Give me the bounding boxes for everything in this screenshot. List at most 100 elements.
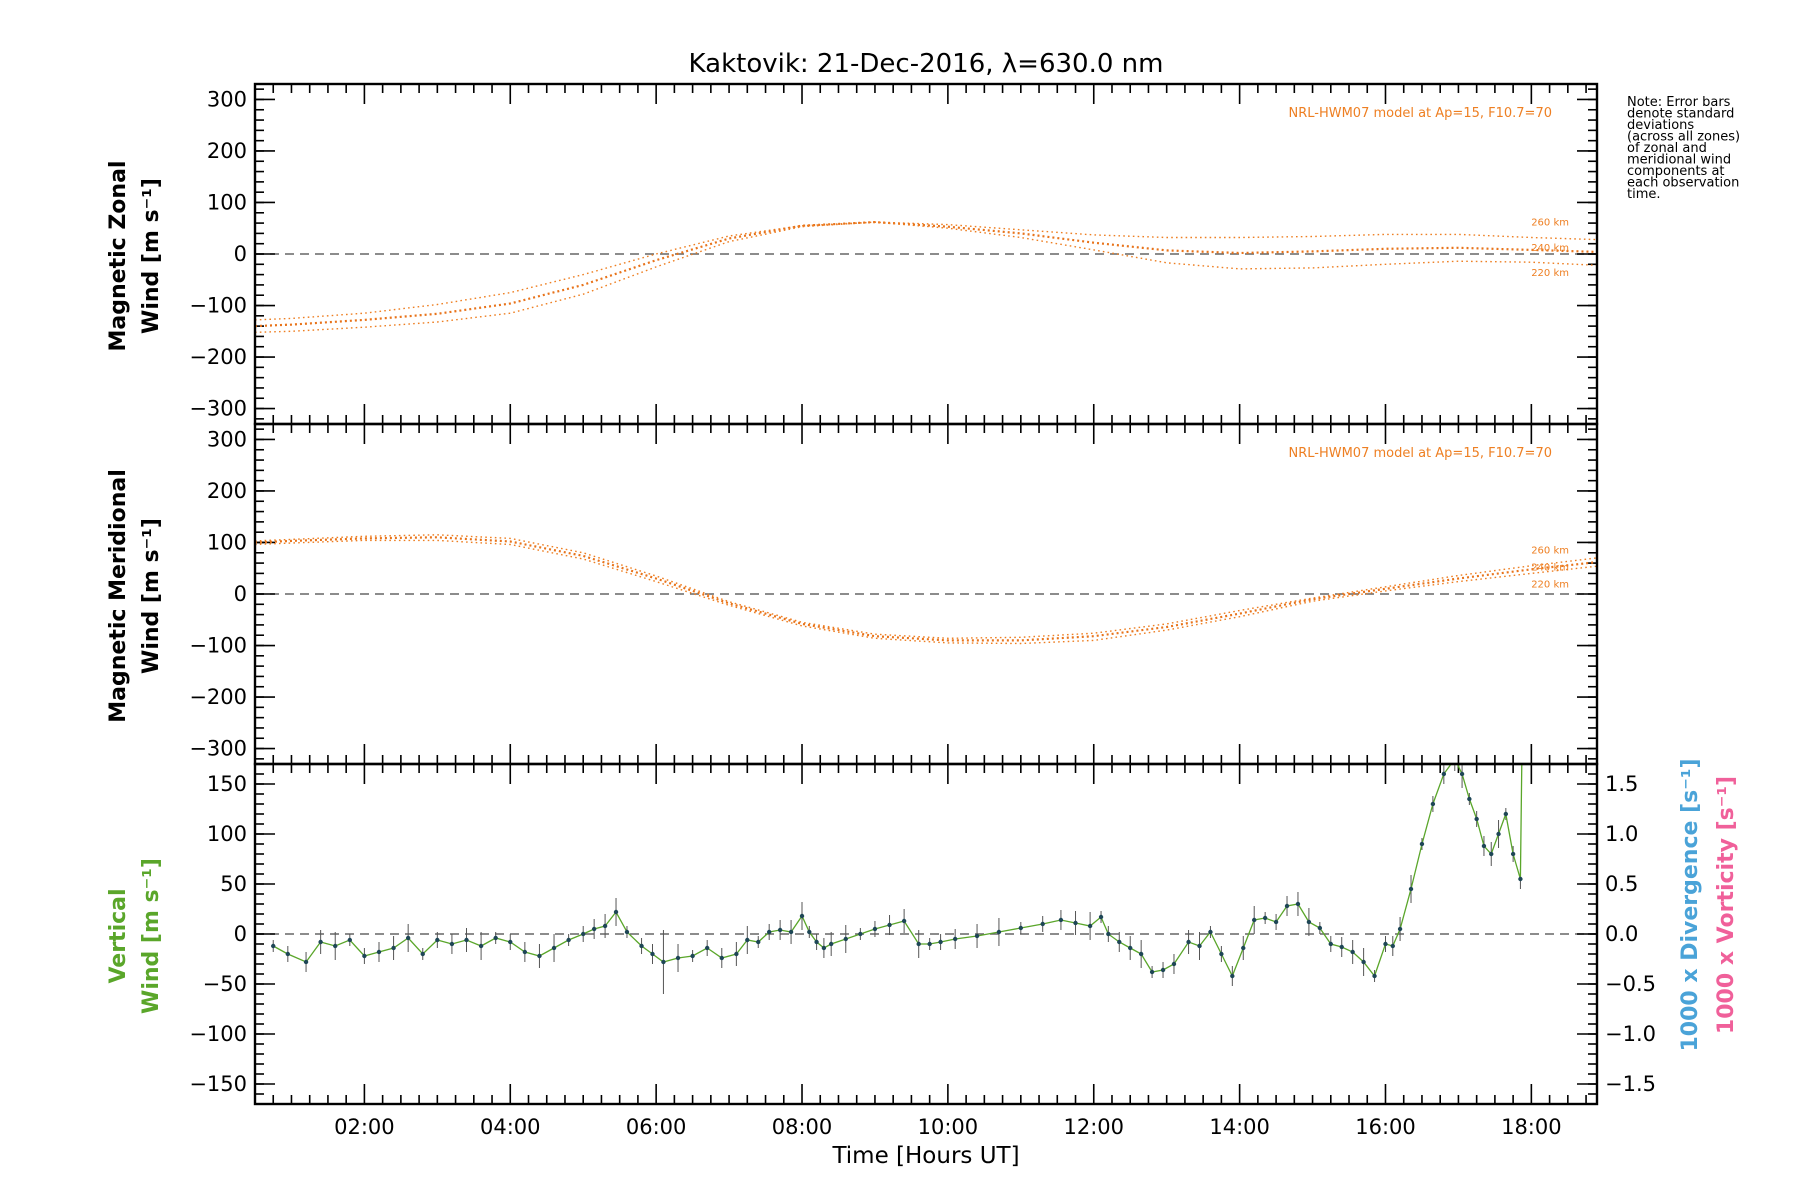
meridional-model-240-km bbox=[254, 536, 1598, 642]
zonal-altitude-label: 220 km bbox=[1531, 268, 1569, 279]
meridional-ylabel: Magnetic Meridional Wind [m s⁻¹] bbox=[106, 469, 164, 722]
vertical-wind-point bbox=[807, 929, 812, 935]
vertical-data-group bbox=[271, 752, 1524, 994]
zonal-altitude-label: 260 km bbox=[1531, 218, 1569, 229]
panel-meridional-wind: −300 −200 −100 0 100 200 300 260 km 240 km 220 km… bbox=[189, 422, 1599, 766]
meridional-y-tick-label: 300 bbox=[207, 427, 247, 451]
vertical-y-tick-label: −50 bbox=[203, 972, 247, 996]
vertical-y-tick-label: 0 bbox=[234, 922, 247, 946]
vertical-wind-point bbox=[788, 929, 794, 935]
vertical-wind-point bbox=[1058, 917, 1064, 923]
vertical-wind-line bbox=[272, 764, 1523, 978]
vertical-wind-point bbox=[376, 949, 382, 955]
vertical-wind-point bbox=[828, 941, 834, 947]
vertical-wind-point bbox=[1390, 943, 1395, 949]
vertical-y-tick-label: 100 bbox=[207, 822, 247, 846]
vertical-wind-point bbox=[650, 951, 655, 957]
zonal-y-tick-label: −200 bbox=[189, 345, 247, 369]
zonal-model-220-km bbox=[254, 221, 1598, 333]
x-tick-label: 16:00 bbox=[1355, 1115, 1416, 1139]
vertical-wind-point bbox=[435, 937, 440, 943]
note-line: components at bbox=[1627, 164, 1725, 179]
vertical-wind-point bbox=[1317, 925, 1323, 931]
vertical-wind-point bbox=[661, 959, 666, 965]
zonal-y-tick-label: −100 bbox=[189, 294, 247, 318]
x-tick-label: 10:00 bbox=[918, 1115, 979, 1139]
vertical-wind-point bbox=[566, 937, 571, 943]
note-line: meridional wind bbox=[1627, 153, 1731, 168]
vertical-wind-point bbox=[1518, 876, 1523, 882]
vertical-y-tick-label: 150 bbox=[207, 772, 247, 796]
vertical-wind-point bbox=[1197, 943, 1202, 949]
vertical-y-tick-label: −150 bbox=[189, 1072, 247, 1096]
vertical-wind-point bbox=[1453, 757, 1457, 761]
vertical-wind-point bbox=[613, 909, 619, 915]
vertical-wind-point bbox=[1098, 914, 1104, 920]
vertical-wind-point bbox=[1208, 929, 1213, 935]
zonal-y-tick-label: 100 bbox=[207, 190, 247, 214]
x-tick-label: 06:00 bbox=[626, 1115, 687, 1139]
vertical-wind-point bbox=[1186, 939, 1191, 945]
right-y-tick-label: −1.0 bbox=[1605, 1022, 1656, 1046]
vertical-wind-point bbox=[1160, 967, 1166, 973]
meridional-altitude-label: 240 km bbox=[1531, 562, 1569, 573]
meridional-y-tick-label: 0 bbox=[234, 582, 247, 606]
vertical-wind-point bbox=[675, 955, 681, 961]
vertical-wind-point bbox=[1138, 951, 1144, 957]
zonal-altitude-label: 240 km bbox=[1531, 243, 1569, 254]
vertical-wind-point bbox=[464, 937, 469, 943]
vertical-wind-point bbox=[537, 953, 542, 959]
vertical-wind-point bbox=[391, 945, 396, 951]
meridional-model-220-km bbox=[254, 539, 1598, 645]
vertical-wind-point bbox=[1306, 919, 1312, 925]
vertical-wind-point bbox=[927, 941, 932, 947]
vertical-wind-point bbox=[1171, 961, 1177, 967]
meridional-y-tick-label: −100 bbox=[189, 634, 247, 658]
vertical-wind-point bbox=[303, 959, 309, 965]
x-tick-label: 18:00 bbox=[1501, 1115, 1562, 1139]
vertical-wind-point bbox=[1520, 752, 1524, 756]
vertical-wind-point bbox=[858, 931, 863, 937]
vertical-ylabel: Vertical Wind [m s⁻¹] bbox=[106, 858, 164, 1014]
vertical-wind-point bbox=[1087, 923, 1093, 929]
vertical-wind-point bbox=[777, 927, 783, 933]
vertical-wind-point bbox=[821, 945, 827, 951]
vertical-wind-point bbox=[1339, 944, 1344, 950]
vertical-wind-point bbox=[1383, 941, 1388, 947]
x-tick-label: 04:00 bbox=[480, 1115, 541, 1139]
vertical-wind-point bbox=[1149, 969, 1155, 975]
note-line: deviations bbox=[1627, 118, 1694, 133]
vertical-wind-point bbox=[602, 923, 608, 929]
zonal-y-tick-label: 200 bbox=[207, 139, 247, 163]
vertical-wind-point bbox=[734, 951, 739, 957]
vertical-wind-point bbox=[508, 939, 513, 945]
vertical-wind-point bbox=[591, 926, 597, 932]
vertical-wind-point bbox=[624, 929, 630, 935]
vertical-wind-point bbox=[478, 943, 484, 949]
vertical-wind-point bbox=[1496, 831, 1501, 837]
note-line: each observation bbox=[1627, 176, 1739, 191]
vertical-y-tick-label: 50 bbox=[220, 872, 247, 896]
vertical-wind-point bbox=[1489, 851, 1494, 857]
vertical-wind-point bbox=[843, 936, 848, 942]
right-y-tick-label: 1.5 bbox=[1605, 772, 1638, 796]
meridional-y-tick-label: 200 bbox=[207, 479, 247, 503]
vertical-wind-point bbox=[1510, 851, 1516, 857]
meridional-y-tick-label: −300 bbox=[189, 737, 247, 761]
vertical-wind-point bbox=[1397, 926, 1403, 932]
vertical-wind-point bbox=[974, 933, 980, 939]
vertical-wind-point bbox=[581, 931, 586, 937]
zonal-ylabel: Magnetic Zonal Wind [m s⁻¹] bbox=[106, 161, 164, 352]
panel-zonal-wind: −300 −200 −100 0 100 200 300 260 km 240 km 220 km… bbox=[189, 82, 1599, 426]
right-y-tick-label: 0.0 bbox=[1605, 922, 1638, 946]
meridional-model-label: NRL-HWM07 model at Ap=15, F10.7=70 bbox=[1289, 446, 1553, 461]
vertical-wind-point bbox=[704, 945, 710, 951]
zonal-y-tick-label: 0 bbox=[234, 242, 247, 266]
vertical-wind-point bbox=[1430, 801, 1436, 807]
vertical-wind-point bbox=[449, 941, 455, 947]
vertical-wind-point bbox=[522, 949, 528, 955]
x-tick-label: 12:00 bbox=[1063, 1115, 1124, 1139]
note-line: of zonal and bbox=[1627, 141, 1707, 156]
vertical-wind-point bbox=[1252, 917, 1257, 923]
